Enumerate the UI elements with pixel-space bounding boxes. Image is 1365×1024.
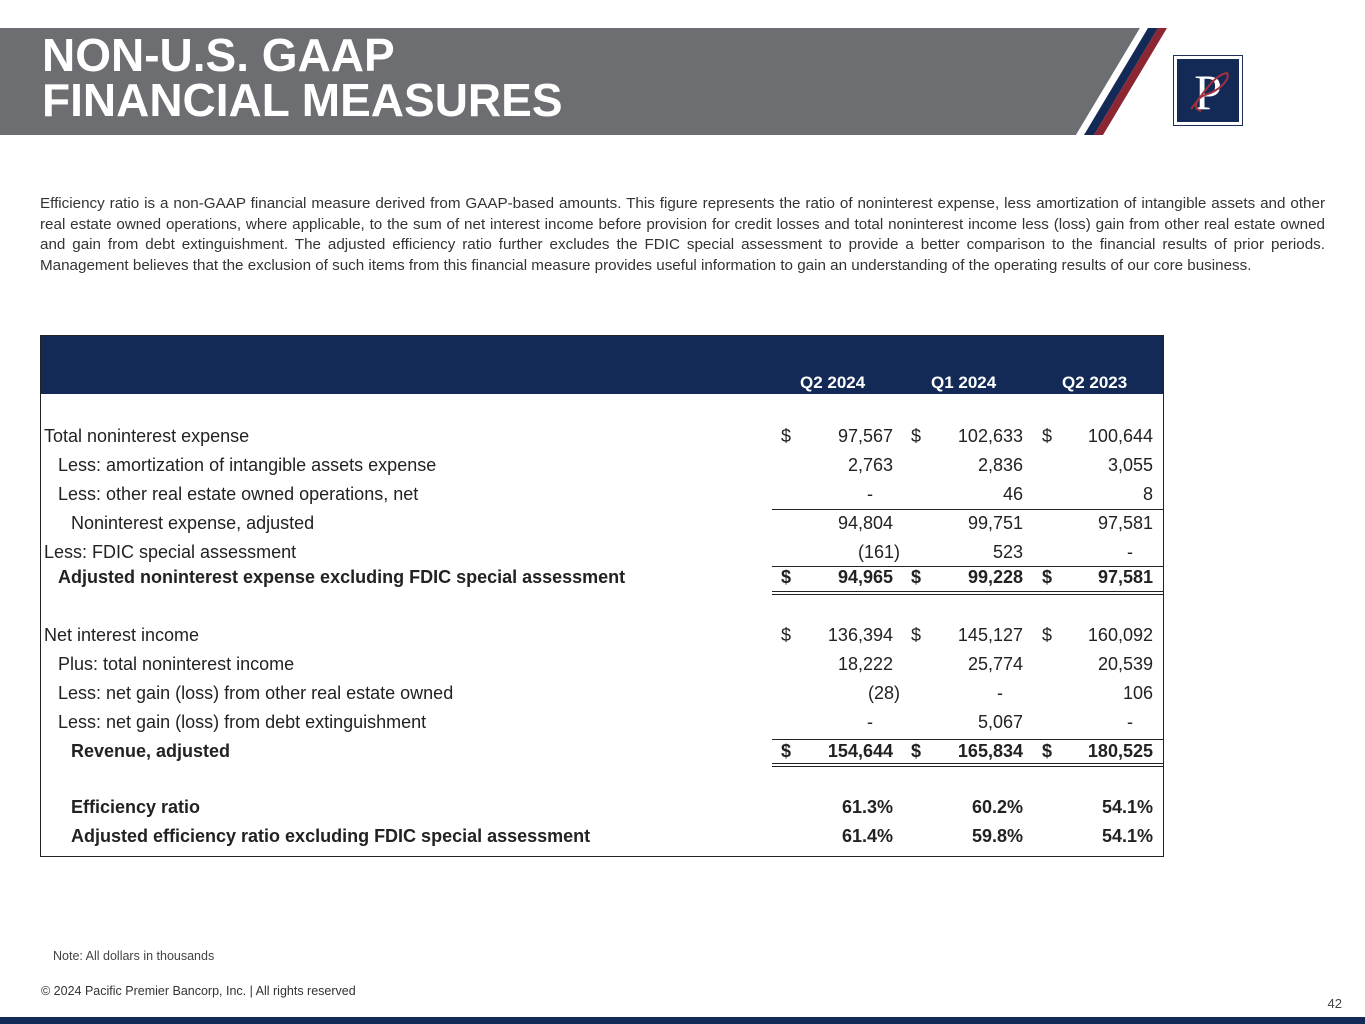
column-header: Q2 2024 [800, 373, 866, 392]
row-label: Revenue, adjusted [71, 741, 231, 761]
cell-value: 2,763 [847, 455, 893, 475]
cell-value: 160,092 [1087, 625, 1153, 645]
cell-value: 145,127 [957, 625, 1023, 645]
cell-value: 3,055 [1107, 455, 1153, 475]
dollar-sign: $ [1042, 741, 1053, 761]
cell-value: 154,644 [827, 741, 893, 761]
row-label: Less: other real estate owned operations… [58, 484, 419, 504]
cell-value: 102,633 [957, 426, 1023, 446]
dollar-sign: $ [1042, 567, 1053, 587]
table-row: Noninterest expense, adjusted 94,804 99,75… [41, 513, 1163, 537]
table-row: Less: FDIC special assessment (161) 523 - [41, 542, 1163, 566]
subtotal-rule [772, 739, 1164, 740]
column-header: Q1 2024 [931, 373, 997, 392]
cell-value: 60.2% [971, 797, 1023, 817]
page-title: NON-U.S. GAAP FINANCIAL MEASURES [42, 29, 563, 126]
dollar-sign: $ [911, 741, 922, 761]
table-row: Net interest income $136,394 $145,127 $160,… [41, 625, 1163, 649]
cell-value: 97,567 [837, 426, 893, 446]
row-label: Adjusted noninterest expense excluding F… [58, 567, 626, 587]
row-label: Less: net gain (loss) from debt extingui… [58, 712, 427, 732]
cell-value: 61.4% [841, 826, 893, 846]
dollar-sign: $ [781, 567, 792, 587]
cell-value: (28) [867, 683, 900, 703]
dollar-sign: $ [781, 426, 792, 446]
dollar-sign: $ [911, 426, 922, 446]
table-row: Less: other real estate owned operations… [41, 484, 1163, 508]
table-row: Adjusted efficiency ratio excluding FDIC… [41, 826, 1163, 850]
cell-value: 20,539 [1097, 654, 1153, 674]
table-row: Less: amortization of intangible assets … [41, 455, 1163, 479]
cell-value: 2,836 [977, 455, 1023, 475]
table-header: Q2 2024 Q1 2024 Q2 2023 [41, 336, 1163, 394]
company-logo: P [1173, 55, 1243, 126]
title-banner [0, 28, 1167, 135]
cell-value: - [997, 683, 1003, 703]
table-row: Revenue, adjusted $154,644 $165,834 $180,52… [41, 741, 1163, 765]
logo-p-icon: P [1190, 65, 1229, 117]
table-row: Plus: total noninterest income 18,222 25,7… [41, 654, 1163, 678]
cell-value: 99,751 [967, 513, 1023, 533]
cell-value: - [1127, 712, 1133, 732]
cell-value: 59.8% [971, 826, 1023, 846]
row-label: Total noninterest expense [44, 426, 250, 446]
cell-value: 54.1% [1101, 797, 1153, 817]
row-label: Noninterest expense, adjusted [71, 513, 315, 533]
row-label: Net interest income [44, 625, 200, 645]
cell-value: 94,965 [837, 567, 893, 587]
row-label: Adjusted efficiency ratio excluding FDIC… [71, 826, 591, 846]
copyright: © 2024 Pacific Premier Bancorp, Inc. | A… [41, 984, 356, 998]
dollar-sign: $ [781, 741, 792, 761]
table-row: Efficiency ratio 61.3% 60.2% 54.1% [41, 797, 1163, 821]
cell-value: 165,834 [957, 741, 1023, 761]
cell-value: 94,804 [837, 513, 893, 533]
cell-value: - [867, 712, 873, 732]
dollar-sign: $ [1042, 426, 1053, 446]
table-row: Adjusted noninterest expense excluding F… [41, 567, 1163, 591]
cell-value: 97,581 [1097, 567, 1153, 587]
cell-value: 136,394 [827, 625, 893, 645]
row-label: Efficiency ratio [71, 797, 201, 817]
cell-value: - [867, 484, 873, 504]
table-row: Less: net gain (loss) from debt extingui… [41, 712, 1163, 736]
subtotal-rule [772, 566, 1164, 567]
row-label: Plus: total noninterest income [58, 654, 295, 674]
cell-value: (161) [857, 542, 900, 562]
dollar-sign: $ [1042, 625, 1053, 645]
table-row: Total noninterest expense $97,567 $102,633… [41, 426, 1163, 450]
bottom-bar [0, 1017, 1365, 1024]
cell-value: 97,581 [1097, 513, 1153, 533]
dollar-sign: $ [911, 625, 922, 645]
cell-value: 54.1% [1101, 826, 1153, 846]
footnote: Note: All dollars in thousands [53, 949, 215, 963]
svg-text:P: P [1194, 65, 1222, 117]
row-label: Less: FDIC special assessment [44, 542, 297, 562]
row-label: Less: net gain (loss) from other real es… [58, 683, 454, 703]
dollar-sign: $ [781, 625, 792, 645]
row-label: Less: amortization of intangible assets … [58, 455, 437, 475]
cell-value: 25,774 [967, 654, 1023, 674]
intro-paragraph: Efficiency ratio is a non-GAAP financial… [40, 195, 1325, 274]
page-number: 42 [1327, 996, 1342, 1011]
cell-value: 180,525 [1087, 741, 1153, 761]
cell-value: 523 [992, 542, 1023, 562]
cell-value: - [1127, 542, 1133, 562]
total-double-rule [772, 591, 1164, 595]
cell-value: 18,222 [837, 654, 893, 674]
dollar-sign: $ [911, 567, 922, 587]
cell-value: 100,644 [1087, 426, 1153, 446]
column-header: Q2 2023 [1062, 373, 1128, 392]
total-double-rule [772, 763, 1164, 767]
cell-value: 5,067 [977, 712, 1023, 732]
cell-value: 106 [1122, 683, 1153, 703]
cell-value: 8 [1142, 484, 1153, 504]
subtotal-rule [772, 509, 1164, 510]
cell-value: 99,228 [967, 567, 1023, 587]
table-row: Less: net gain (loss) from other real es… [41, 683, 1163, 707]
efficiency-ratio-table: Q2 2024 Q1 2024 Q2 2023 Total noninteres… [40, 335, 1164, 857]
cell-value: 61.3% [841, 797, 893, 817]
cell-value: 46 [1002, 484, 1023, 504]
